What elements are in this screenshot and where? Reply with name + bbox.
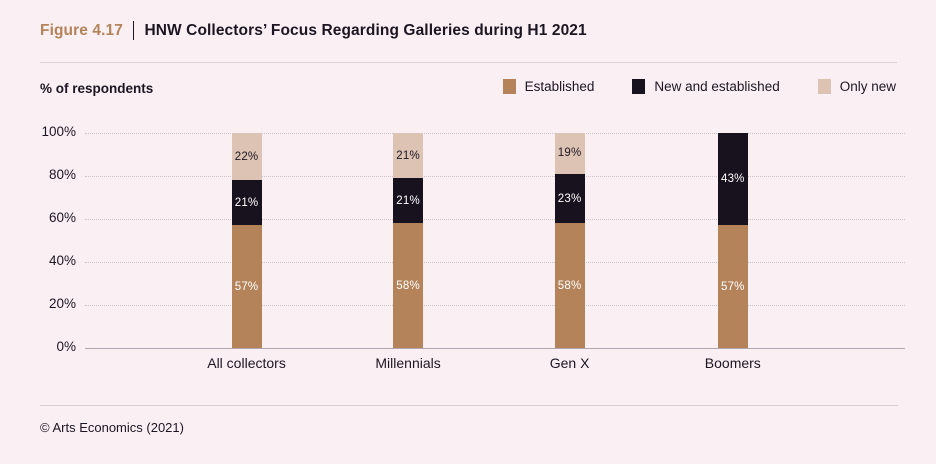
bar-value-label: 19% xyxy=(557,147,582,160)
bar-value-label: 58% xyxy=(396,279,420,292)
source-credit: © Arts Economics (2021) xyxy=(40,420,184,435)
x-axis-category-label: Boomers xyxy=(704,355,761,371)
bar-value-label: 21% xyxy=(396,149,420,162)
bar-segment: 21% xyxy=(231,180,262,226)
y-axis-unit-label: % of respondents xyxy=(40,81,154,96)
y-tick-label: 100% xyxy=(41,124,76,139)
bar-value-label: 57% xyxy=(234,280,259,293)
x-axis-labels: All collectors Millennials Gen X Boomers xyxy=(0,355,936,375)
bar-value-label: 22% xyxy=(234,150,259,163)
title-separator xyxy=(132,21,135,40)
bar-value-label: 57% xyxy=(720,280,745,293)
y-tick-label: 60% xyxy=(48,210,76,225)
figure-header: Figure 4.17 HNW Collectors’ Focus Regard… xyxy=(40,21,587,40)
plot-area: 0% 20% 40% 60% 80% 100% 57% 21% 22% 58% 21% 21% 58% 2… xyxy=(0,124,936,354)
figure-number: Figure 4.17 xyxy=(40,21,123,39)
footer-divider xyxy=(40,405,898,406)
legend-swatch xyxy=(632,79,646,94)
legend-label: Only new xyxy=(839,79,896,94)
gridline xyxy=(85,176,905,177)
bar-value-label: 21% xyxy=(234,196,259,209)
y-tick-label: 80% xyxy=(48,167,76,182)
x-axis-category-label: All collectors xyxy=(207,355,286,371)
bar-segment: 43% xyxy=(717,133,748,226)
bar-value-label: 21% xyxy=(396,194,420,207)
gridline xyxy=(85,348,905,349)
bar-value-label: 43% xyxy=(720,173,745,186)
legend-label: Established xyxy=(524,79,595,94)
bar-value-label: 23% xyxy=(557,192,582,205)
gridline xyxy=(85,262,905,263)
stacked-bar-boomers: 57% 43% xyxy=(717,133,748,348)
legend: Established New and established Only new xyxy=(502,79,896,94)
x-axis-category-label: Millennials xyxy=(375,355,441,371)
header-divider xyxy=(40,62,897,63)
legend-item: Only new xyxy=(817,79,896,94)
y-tick-label: 0% xyxy=(56,339,76,354)
gridline xyxy=(85,133,905,134)
bar-segment: 21% xyxy=(393,133,424,179)
bar-segment: 21% xyxy=(393,178,424,224)
stacked-bar-gen-x: 58% 23% 19% xyxy=(554,133,585,348)
y-tick-label: 20% xyxy=(48,296,76,311)
legend-item: New and established xyxy=(632,79,780,94)
legend-swatch xyxy=(502,79,516,94)
bar-segment: 22% xyxy=(231,133,262,181)
bar-segment: 19% xyxy=(554,133,585,174)
gridline xyxy=(85,219,905,220)
bar-segment: 23% xyxy=(554,173,585,224)
figure-title: HNW Collectors’ Focus Regarding Gallerie… xyxy=(144,21,587,39)
legend-swatch xyxy=(817,79,831,94)
bar-segment: 57% xyxy=(717,225,748,348)
bar-value-label: 58% xyxy=(557,279,582,292)
gridline xyxy=(85,305,905,306)
bar-segment: 58% xyxy=(393,223,424,348)
stacked-bar-all-collectors: 57% 21% 22% xyxy=(231,133,262,348)
stacked-bar-millennials: 58% 21% 21% xyxy=(393,133,424,348)
legend-label: New and established xyxy=(654,79,780,94)
y-tick-label: 40% xyxy=(48,253,76,268)
x-axis-category-label: Gen X xyxy=(549,355,590,371)
legend-item: Established xyxy=(502,79,595,94)
bar-segment: 58% xyxy=(554,223,585,348)
bar-segment: 57% xyxy=(231,225,262,348)
